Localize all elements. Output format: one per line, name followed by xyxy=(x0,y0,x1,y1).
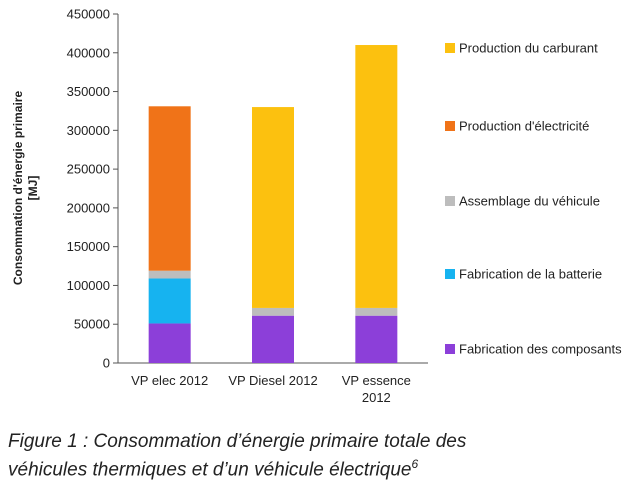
bar-segment xyxy=(148,106,191,271)
bars xyxy=(148,45,398,363)
bar-segment xyxy=(252,307,294,316)
bar-segment xyxy=(148,323,191,363)
legend-swatch xyxy=(445,196,455,206)
legend-label: Fabrication des composants xyxy=(459,342,622,357)
bar-segment xyxy=(355,307,398,316)
legend-swatch xyxy=(445,121,455,131)
stacked-bar-chart: 0 50000 100000 150000 200000 250000 300000 3500… xyxy=(11,7,622,406)
legend-label: Fabrication de la batterie xyxy=(459,267,602,282)
y-tick-label: 300000 xyxy=(67,123,110,138)
figure-caption: Figure 1 : Consommation d’énergie primai… xyxy=(8,430,628,481)
bar-segment xyxy=(252,315,294,363)
y-tick-label: 200000 xyxy=(67,200,110,215)
category-labels: VP elec 2012 VP Diesel 2012 VP essence 2012 xyxy=(131,373,411,405)
bar-segment xyxy=(355,315,398,363)
y-tick-label: 350000 xyxy=(67,84,110,99)
caption-line-1: Figure 1 : Consommation d’énergie primai… xyxy=(8,431,467,452)
bar-segment xyxy=(252,107,294,308)
y-tick-label: 0 xyxy=(103,356,110,371)
legend-swatch xyxy=(445,43,455,53)
legend-label: Assemblage du véhicule xyxy=(459,194,600,209)
category-label: VP Diesel 2012 xyxy=(228,373,317,388)
y-axis-label: Consommation d'énergie primaire[MJ] xyxy=(11,91,40,286)
y-axis-ticks: 0 50000 100000 150000 200000 250000 300000 3500… xyxy=(67,7,118,371)
legend-swatch xyxy=(445,344,455,354)
y-tick-label: 100000 xyxy=(67,278,110,293)
legend-swatch xyxy=(445,269,455,279)
bar-segment xyxy=(148,270,191,279)
y-tick-label: 150000 xyxy=(67,239,110,254)
y-tick-label: 400000 xyxy=(67,45,110,60)
y-tick-label: 50000 xyxy=(74,317,110,332)
bar-segment xyxy=(148,278,191,324)
caption-line-2: véhicules thermiques et d’un véhicule él… xyxy=(8,459,412,481)
legend: Production du carburant Production d'élec… xyxy=(445,41,622,357)
category-label: VP elec 2012 xyxy=(131,373,208,388)
y-tick-label: 450000 xyxy=(67,7,110,22)
caption-footnote: 6 xyxy=(411,457,419,471)
y-tick-label: 250000 xyxy=(67,162,110,177)
category-label: 2012 xyxy=(362,390,391,405)
category-label: VP essence xyxy=(342,373,411,388)
bar-segment xyxy=(355,45,398,308)
legend-label: Production du carburant xyxy=(459,41,598,56)
legend-label: Production d'électricité xyxy=(459,119,589,134)
